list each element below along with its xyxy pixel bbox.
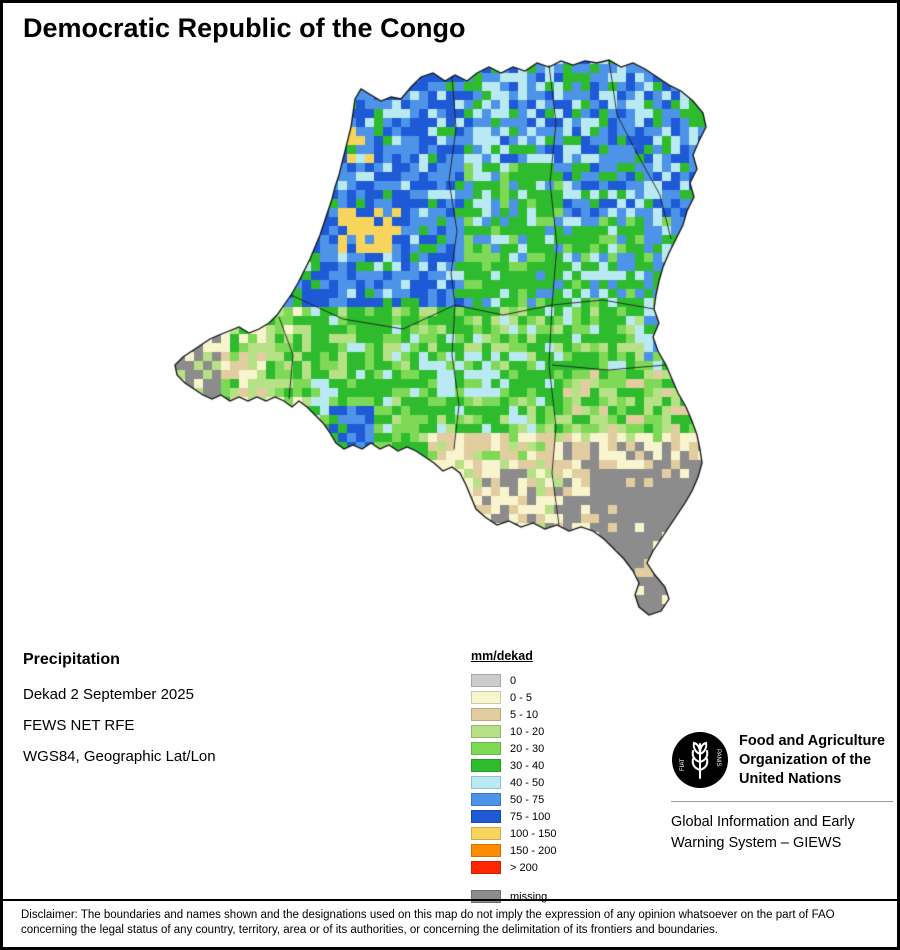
legend-row: 50 - 75 [471, 791, 556, 808]
legend-row: 75 - 100 [471, 808, 556, 825]
legend-row: 100 - 150 [471, 825, 556, 842]
legend-swatch [471, 725, 501, 738]
disclaimer: Disclaimer: The boundaries and names sho… [3, 899, 897, 947]
info-source: FEWS NET RFE [23, 717, 135, 734]
legend-label: 40 - 50 [510, 776, 545, 789]
legend-swatch [471, 691, 501, 704]
legend-swatch [471, 827, 501, 840]
legend-row: 10 - 20 [471, 723, 556, 740]
fao-logo-icon: FIAT PANIS [672, 732, 728, 788]
legend-swatch [471, 708, 501, 721]
drc-precipitation-map [3, 3, 897, 643]
fao-motto-panis: PANIS [715, 749, 721, 767]
legend-swatch [471, 776, 501, 789]
legend-label: 150 - 200 [510, 844, 557, 857]
legend-swatch [471, 759, 501, 772]
legend-label: > 200 [510, 861, 538, 874]
org-divider [671, 801, 893, 802]
map-info-block: Precipitation Dekad 2 September 2025 FEW… [23, 651, 216, 779]
legend-row: > 200 [471, 859, 556, 876]
info-heading: Precipitation [23, 651, 120, 668]
legend-label: 0 [510, 674, 517, 687]
legend-swatch [471, 742, 501, 755]
info-dekad: Dekad 2 September 2025 [23, 686, 194, 703]
legend-swatch [471, 674, 501, 687]
info-projection: WGS84, Geographic Lat/Lon [23, 748, 216, 765]
legend-label: 50 - 75 [510, 793, 545, 806]
legend-swatch [471, 861, 501, 874]
legend-row: 0 [471, 672, 556, 689]
giews-line: Warning System – GIEWS [671, 835, 842, 851]
legend-swatch [471, 810, 501, 823]
legend-row: 20 - 30 [471, 740, 556, 757]
legend-row: 30 - 40 [471, 757, 556, 774]
fao-block: FIAT PANIS Food and Agriculture Organiza… [671, 731, 893, 854]
fao-name-line: Food and Agriculture [739, 732, 886, 749]
legend-row: 5 - 10 [471, 706, 556, 723]
legend-label: 20 - 30 [510, 742, 545, 755]
fao-header: FIAT PANIS Food and Agriculture Organiza… [671, 731, 893, 789]
legend: mm/dekad 0 0 - 5 5 - 10 10 - 20 20 - 30 30 - … [471, 649, 556, 905]
fao-motto-fiat: FIAT [680, 758, 686, 771]
giews-subtitle: Global Information and Early Warning Sys… [671, 812, 893, 854]
legend-row: 0 - 5 [471, 689, 556, 706]
legend-swatch [471, 793, 501, 806]
legend-label: 30 - 40 [510, 759, 545, 772]
legend-row: 150 - 200 [471, 842, 556, 859]
legend-label: 75 - 100 [510, 810, 551, 823]
legend-label: 0 - 5 [510, 691, 533, 704]
legend-row: 40 - 50 [471, 774, 556, 791]
legend-title: mm/dekad [471, 649, 533, 663]
legend-label: 100 - 150 [510, 827, 557, 840]
legend-label: 10 - 20 [510, 725, 545, 738]
legend-label: 5 - 10 [510, 708, 539, 721]
giews-line: Global Information and Early [671, 814, 855, 830]
fao-name-line: Organization of the [739, 751, 872, 768]
fao-name: Food and Agriculture Organization of the… [739, 732, 885, 789]
legend-entries: 0 0 - 5 5 - 10 10 - 20 20 - 30 30 - 40 40 - 50… [471, 672, 556, 905]
legend-swatch [471, 844, 501, 857]
fao-name-line: United Nations [739, 770, 842, 787]
